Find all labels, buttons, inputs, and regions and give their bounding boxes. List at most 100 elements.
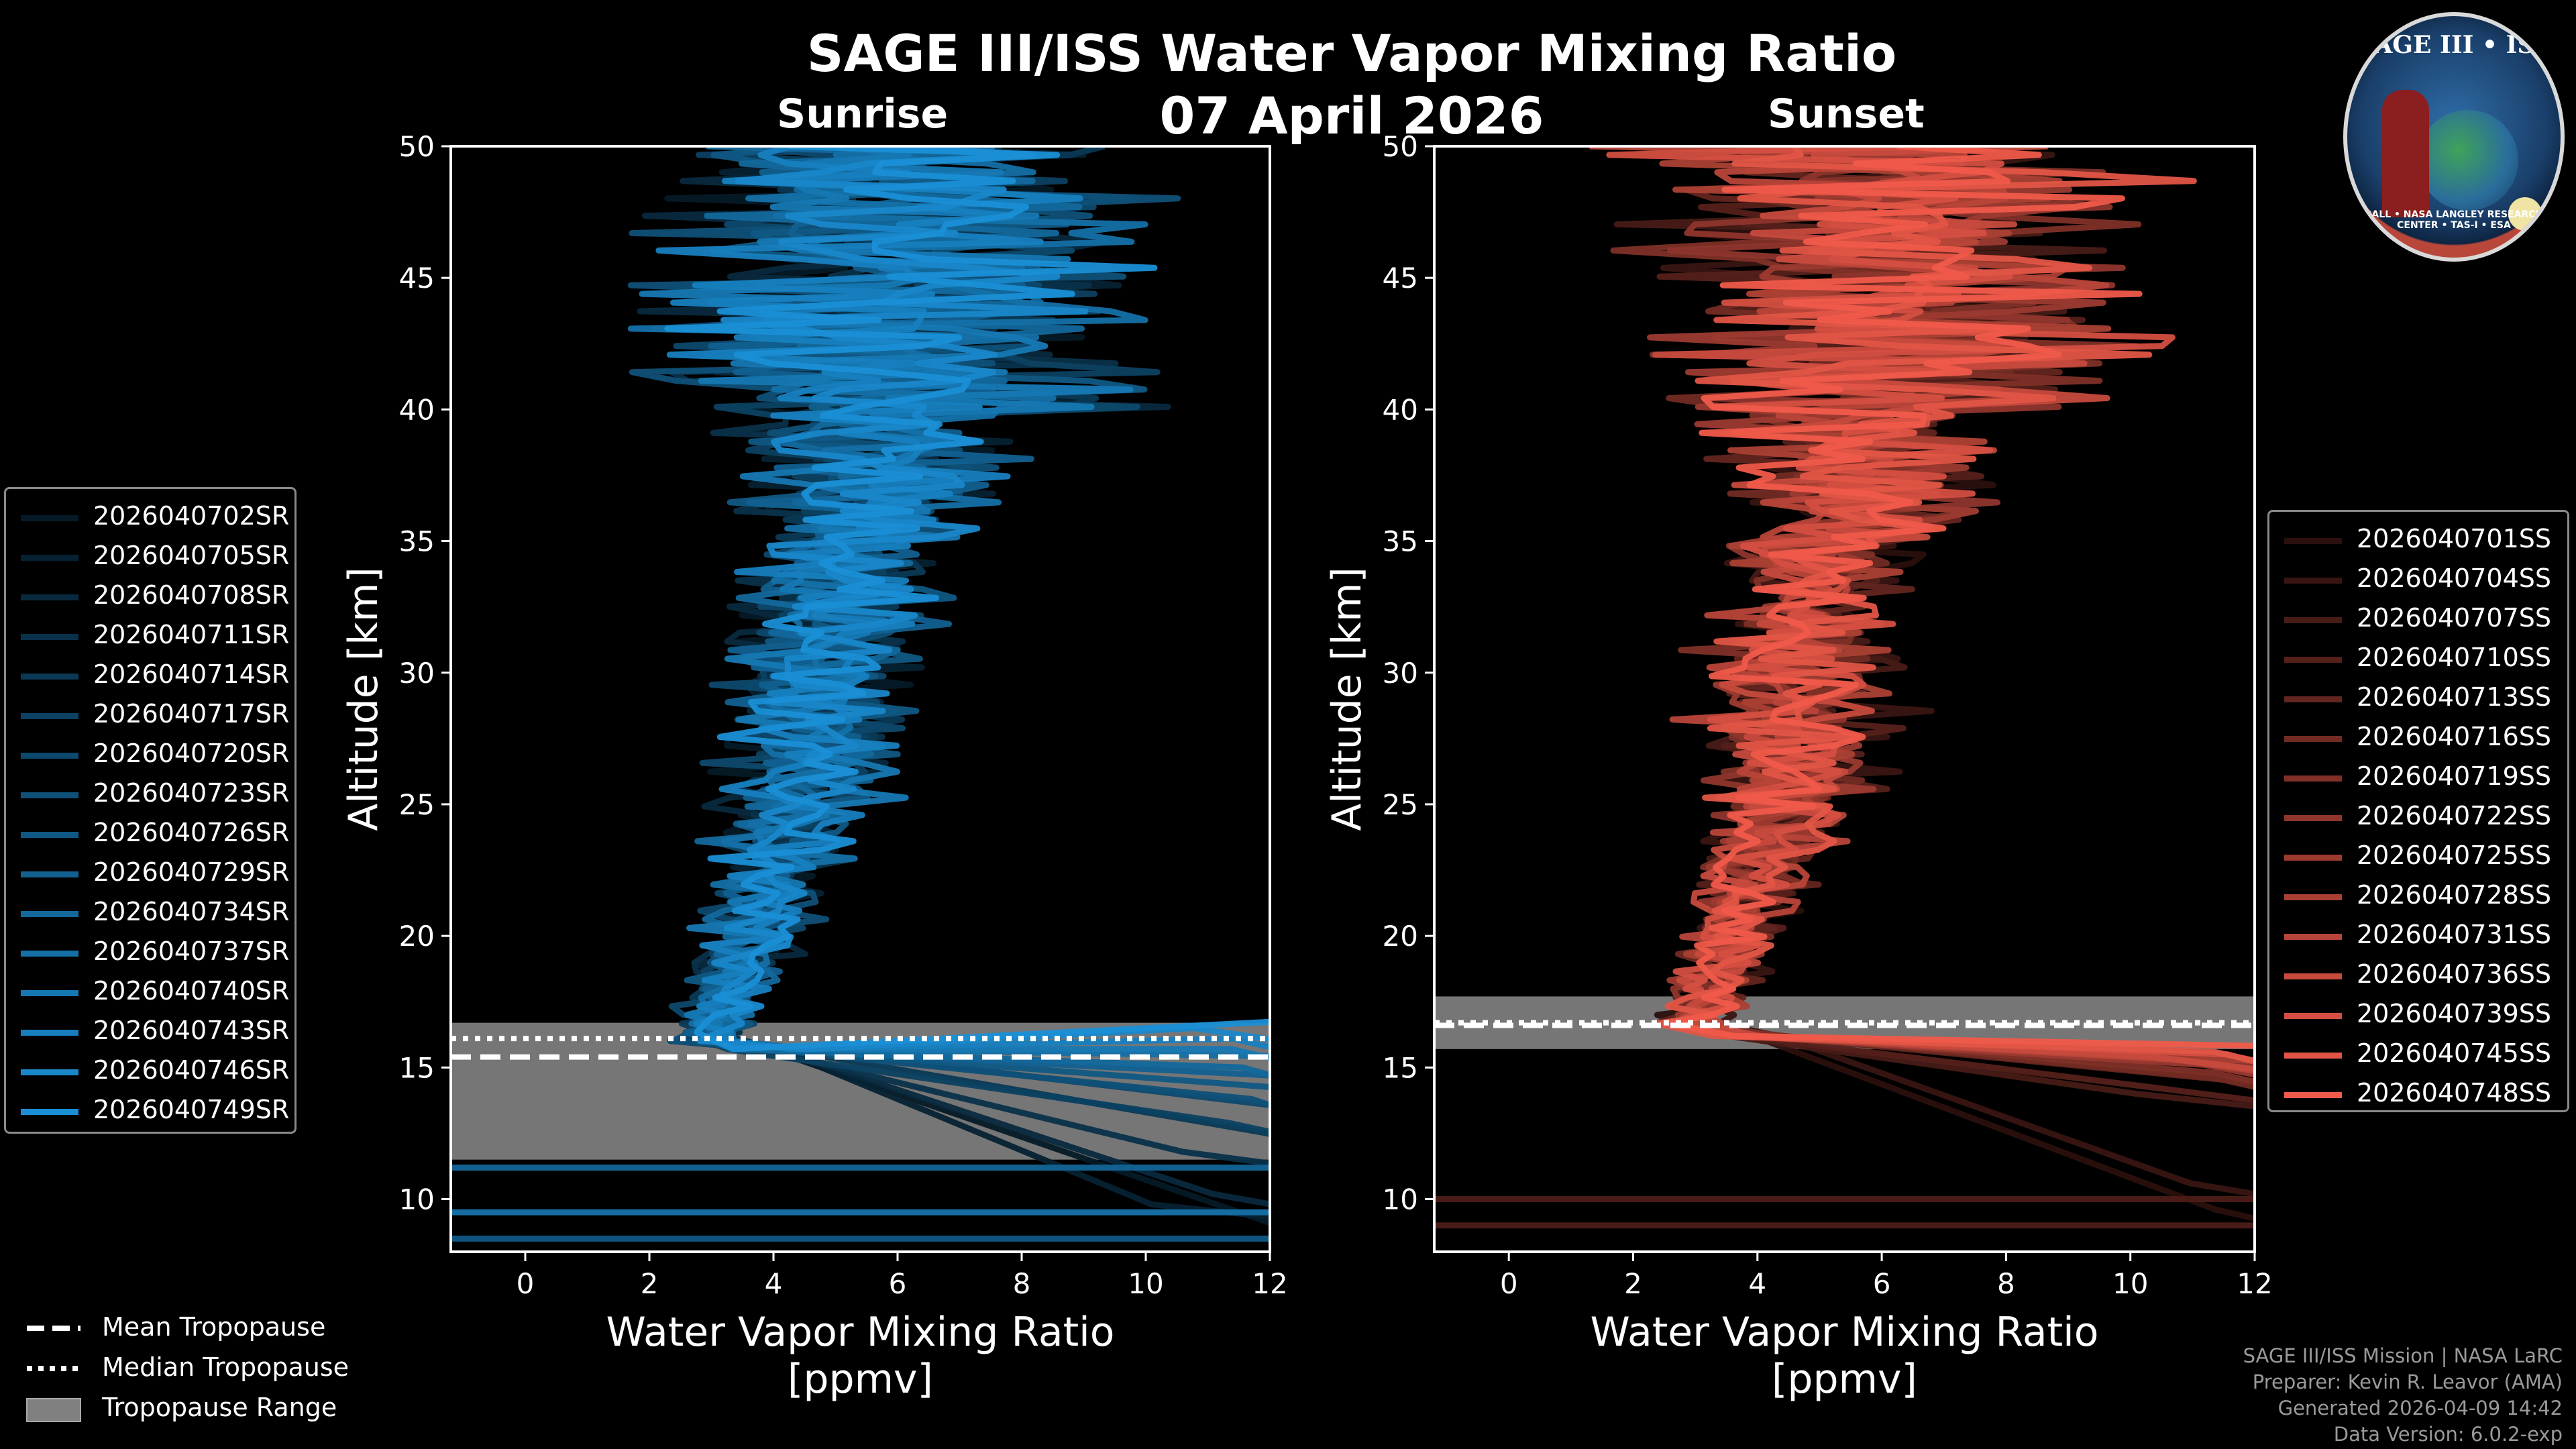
earth-icon <box>2418 110 2518 211</box>
y-tick-label: 20 <box>399 920 435 953</box>
legend-label: 2026040720SR <box>93 739 290 768</box>
legend-swatch <box>2284 934 2342 940</box>
legend-label: 2026040701SS <box>2357 524 2552 553</box>
legend-entry-2026040748SS: 2026040748SS <box>2269 1074 2567 1113</box>
legend-swatch <box>21 594 78 600</box>
footer-preparer: Preparer: Kevin R. Leavor (AMA) <box>2252 1371 2563 1393</box>
x-tick-label: 2 <box>641 1267 659 1300</box>
sunrise-subtitle: Sunrise <box>777 91 949 138</box>
legend-swatch <box>2284 894 2342 900</box>
x-tick-label: 8 <box>1997 1267 2015 1300</box>
y-tick-label: 25 <box>1383 788 1418 821</box>
legend-label: 2026040725SS <box>2357 841 2552 870</box>
legend-entry-2026040720SR: 2026040720SR <box>6 735 294 773</box>
x-tick-label: 12 <box>1252 1267 1287 1300</box>
legend-label: 2026040713SS <box>2357 682 2552 712</box>
y-tick-label: 30 <box>1383 657 1418 690</box>
legend-swatch <box>21 515 78 521</box>
y-tick-label: 25 <box>399 788 435 821</box>
logo-title: SAGE III • ISS <box>2356 31 2552 59</box>
legend-entry-2026040743SR: 2026040743SR <box>6 1012 294 1051</box>
legend-label: 2026040716SS <box>2357 722 2552 751</box>
legend-swatch <box>21 792 78 798</box>
legend-swatch <box>2284 736 2342 742</box>
x-tick-label: 12 <box>2237 1267 2272 1300</box>
x-tick-label: 2 <box>1624 1267 1642 1300</box>
legend-label: 2026040707SS <box>2357 603 2552 633</box>
tropopause-range-swatch <box>26 1398 81 1422</box>
legend-entry-2026040708SR: 2026040708SR <box>6 576 294 615</box>
legend-swatch <box>21 674 78 680</box>
logo-ring-text: BALL • NASA LANGLEY RESEARCH CENTER • TA… <box>2364 209 2544 231</box>
y-tick-label: 10 <box>399 1183 435 1216</box>
legend-entry-2026040713SS: 2026040713SS <box>2269 678 2567 717</box>
legend-label: 2026040723SR <box>93 778 290 808</box>
legend-swatch <box>2284 1053 2342 1059</box>
legend-label: 2026040734SR <box>93 897 290 926</box>
legend-label: 2026040745SS <box>2357 1038 2552 1068</box>
legend-swatch <box>2284 578 2342 584</box>
legend-label: 2026040708SR <box>93 580 290 610</box>
legend-label: 2026040746SR <box>93 1055 290 1085</box>
astronomer-figure-icon <box>2382 90 2429 217</box>
legend-entry-2026040726SR: 2026040726SR <box>6 814 294 853</box>
legend-swatch <box>21 990 78 996</box>
sunset-subtitle: Sunset <box>1768 91 1925 138</box>
sunrise-plot-area <box>451 146 1270 1242</box>
y-tick-label: 10 <box>1383 1183 1418 1216</box>
x-tick-label: 8 <box>1013 1267 1031 1300</box>
legend-entry-2026040746SR: 2026040746SR <box>6 1051 294 1090</box>
legend-swatch <box>21 753 78 759</box>
legend-label: 2026040702SR <box>93 501 290 531</box>
legend-label: 2026040717SR <box>93 699 290 729</box>
legend-swatch <box>21 634 78 640</box>
legend-entry-2026040702SR: 2026040702SR <box>6 497 294 536</box>
legend-swatch <box>2284 973 2342 979</box>
x-tick-label: 4 <box>765 1267 783 1300</box>
legend-swatch <box>2284 538 2342 544</box>
profile-line-2026040749SR <box>664 146 1270 1053</box>
legend-label: 2026040731SS <box>2357 920 2552 949</box>
y-tick-label: 45 <box>399 262 435 294</box>
moon-icon <box>2508 197 2542 231</box>
legend-entry-2026040731SS: 2026040731SS <box>2269 916 2567 955</box>
legend-entry-2026040737SR: 2026040737SR <box>6 932 294 971</box>
legend-entry-2026040705SR: 2026040705SR <box>6 537 294 576</box>
legend-entry-2026040704SS: 2026040704SS <box>2269 559 2567 598</box>
sunset-y-axis-label: Altitude [km] <box>1324 567 1371 831</box>
y-tick-label: 50 <box>399 130 435 163</box>
legend-swatch <box>2284 617 2342 623</box>
legend-swatch <box>21 713 78 719</box>
sunset-chart: 0 2 4 6 8 10 12 10 15 20 25 30 35 40 45 50 Water Vapor M… <box>1324 130 2273 1403</box>
legend-entry-2026040711SR: 2026040711SR <box>6 616 294 655</box>
legend-label: 2026040748SS <box>2357 1078 2552 1108</box>
legend-swatch <box>2284 657 2342 663</box>
y-tick-label: 15 <box>1383 1051 1418 1084</box>
sunrise-chart: 0 2 4 6 8 10 12 10 15 20 25 30 35 40 45 50 Water Vapor M… <box>340 130 1288 1403</box>
legend-label: 2026040714SR <box>93 659 290 689</box>
y-tick-label: 20 <box>1383 920 1418 953</box>
legend-entry-2026040714SR: 2026040714SR <box>6 655 294 694</box>
legend-swatch <box>21 1109 78 1115</box>
legend-swatch <box>2284 775 2342 782</box>
legend-entry-2026040740SR: 2026040740SR <box>6 972 294 1011</box>
sage-iss-logo: SAGE III • ISS BALL • NASA LANGLEY RESEA… <box>2343 12 2565 262</box>
sunrise-x-axis-unit: [ppmv] <box>788 1356 933 1403</box>
legend-label: 2026040728SS <box>2357 880 2552 910</box>
legend-label: 2026040704SS <box>2357 564 2552 593</box>
legend-swatch <box>21 555 78 561</box>
x-tick-label: 0 <box>1500 1267 1518 1300</box>
legend-swatch <box>2284 1092 2342 1098</box>
footer: SAGE III/ISS Mission | NASA LaRC Prepare… <box>2243 1343 2563 1448</box>
legend-entry-2026040749SR: 2026040749SR <box>6 1091 294 1130</box>
legend-label: 2026040719SS <box>2357 761 2552 791</box>
legend-label: 2026040722SS <box>2357 801 2552 830</box>
legend-entry-2026040728SS: 2026040728SS <box>2269 876 2567 915</box>
legend-label: 2026040729SR <box>93 857 290 887</box>
legend-label: 2026040743SR <box>93 1016 290 1045</box>
legend-label: 2026040711SR <box>93 620 290 649</box>
legend-label: 2026040740SR <box>93 976 290 1006</box>
footer-generated: Generated 2026-04-09 14:42 <box>2277 1397 2563 1419</box>
legend-swatch <box>2284 815 2342 821</box>
legend-entry-2026040710SS: 2026040710SS <box>2269 639 2567 678</box>
